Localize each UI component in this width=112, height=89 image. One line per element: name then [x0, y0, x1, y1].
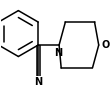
Text: N: N	[54, 48, 62, 58]
Text: N: N	[34, 77, 42, 87]
Text: O: O	[102, 40, 110, 50]
